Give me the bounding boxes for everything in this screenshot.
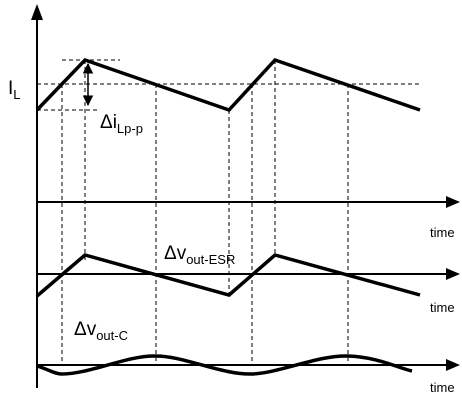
time-axis-3-arrowhead — [446, 359, 460, 371]
delta-esr-label: Δvout-ESR — [164, 243, 235, 267]
delta-il-label: ΔiLp-p — [100, 112, 143, 136]
dashed-guides — [37, 59, 420, 365]
time-label-3: time — [430, 380, 455, 395]
inductor-current-waveform — [35, 57, 421, 113]
time-label-1: time — [430, 225, 455, 240]
il-label: IL — [8, 78, 21, 102]
delta-c-label: Δvout-C — [74, 319, 128, 343]
capacitor-ripple-waveform — [36, 354, 413, 376]
time-axis-2-arrowhead — [446, 268, 460, 280]
time-label-2: time — [430, 300, 455, 315]
esr-ripple-waveform — [35, 253, 421, 298]
time-axis-1-arrowhead — [446, 196, 460, 208]
y-axis-arrowhead — [31, 4, 43, 20]
